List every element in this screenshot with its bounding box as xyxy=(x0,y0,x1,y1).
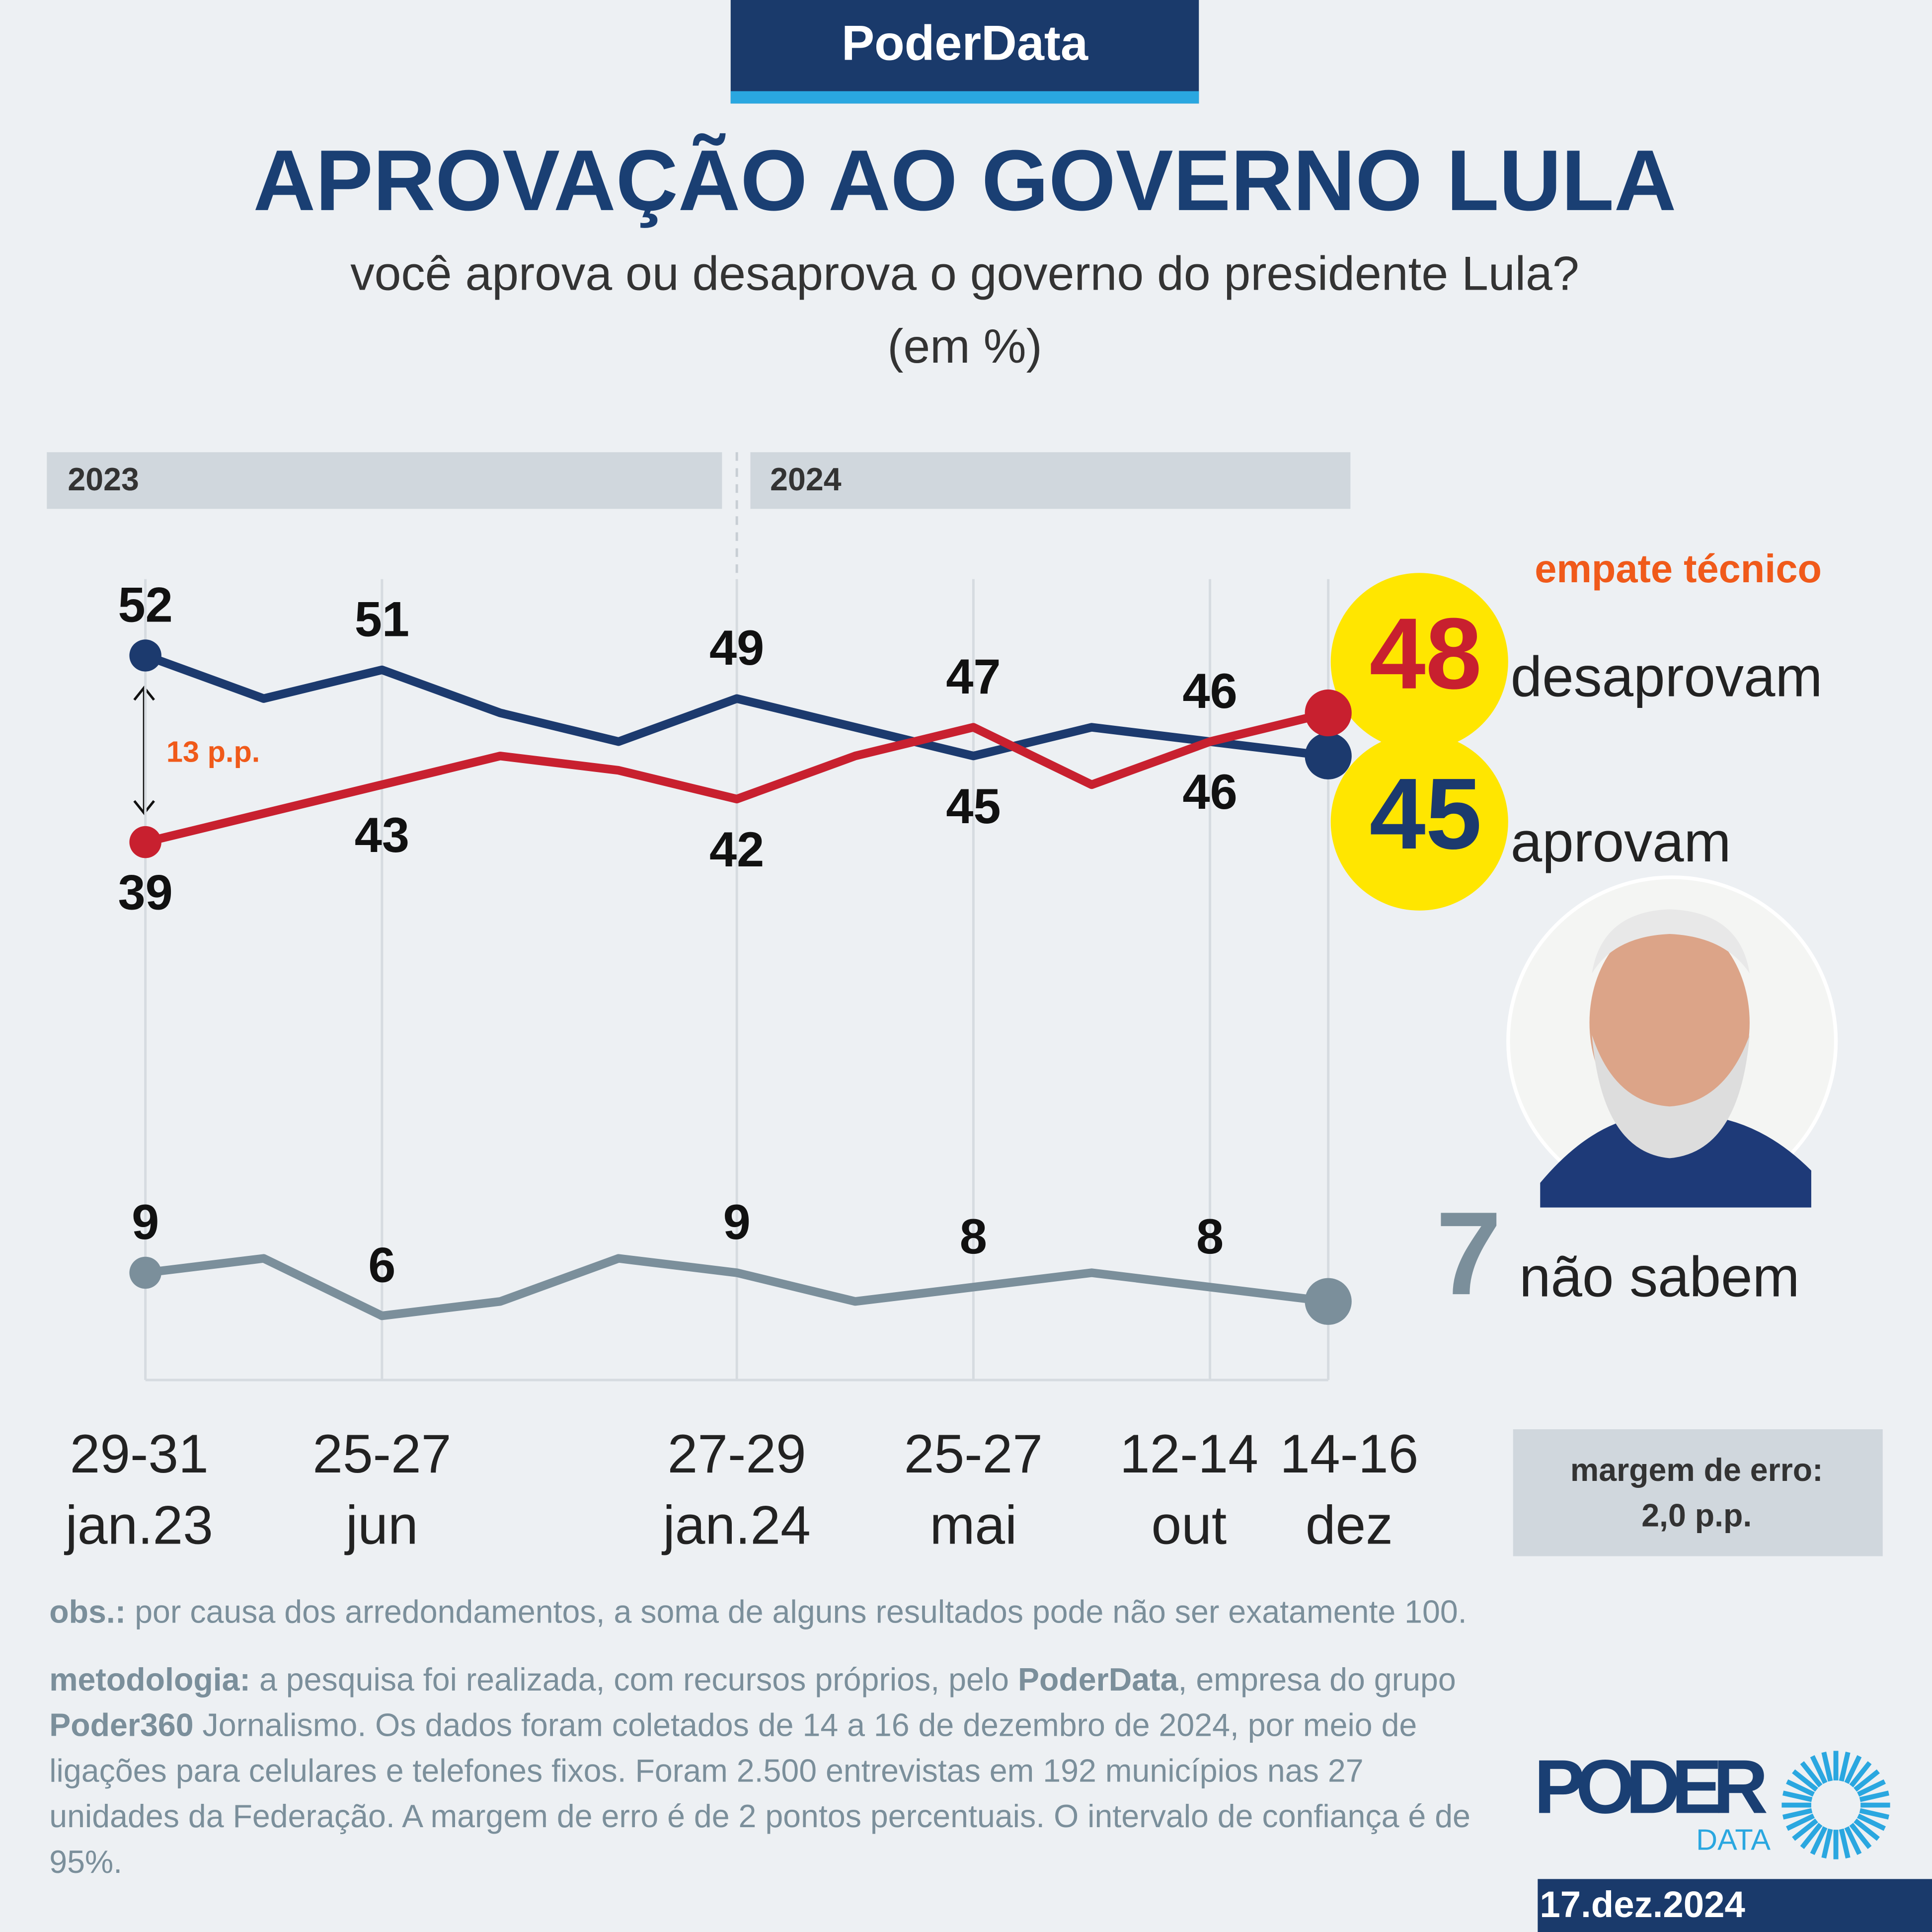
method-run: PoderData xyxy=(1017,1661,1178,1698)
date-box xyxy=(1538,1879,1932,1932)
point xyxy=(129,639,161,672)
photo-suit xyxy=(1540,1114,1811,1208)
margin-box xyxy=(1513,1429,1883,1556)
data-label: 8 xyxy=(1196,1209,1224,1264)
period-label: 2023 xyxy=(68,462,139,497)
obs-text: por causa dos arredondamentos, a soma de… xyxy=(135,1593,1467,1630)
logo-ray xyxy=(1844,1826,1862,1855)
logo-ray xyxy=(1857,1779,1886,1797)
series-line xyxy=(144,708,1329,847)
point xyxy=(1305,732,1352,779)
logo-ray xyxy=(1821,1828,1833,1859)
margin-label: margem de erro: xyxy=(1570,1452,1823,1488)
point xyxy=(1305,1278,1352,1325)
logo-ray xyxy=(1849,1761,1872,1787)
logo-ray xyxy=(1782,1808,1813,1820)
x-tick-label: 25-27 jun xyxy=(312,1424,452,1556)
data-label: 46 xyxy=(1182,765,1237,820)
x-tick-label: 27-29 jan.24 xyxy=(663,1424,811,1556)
point xyxy=(1305,689,1352,737)
x-tick-label: 25-27 mai xyxy=(904,1424,1043,1556)
logo-ray xyxy=(1844,1755,1862,1784)
date: 17.dez.2024 xyxy=(1540,1884,1745,1925)
data-label: 39 xyxy=(118,865,173,920)
photo-face xyxy=(1589,918,1750,1128)
photo-hair xyxy=(1592,909,1750,974)
brand-stripe xyxy=(730,91,1199,104)
logo-ray xyxy=(1800,1761,1823,1787)
period-band xyxy=(47,452,722,509)
logo-ray xyxy=(1854,1818,1880,1841)
data-label: 9 xyxy=(723,1195,751,1250)
period-band xyxy=(750,452,1351,509)
x-tick-label: 14-16 dez xyxy=(1280,1424,1419,1556)
method-run: , empresa do grupo xyxy=(1178,1661,1456,1698)
logo-ray xyxy=(1792,1769,1818,1792)
point xyxy=(129,826,161,858)
end-value: 7 xyxy=(1436,1187,1501,1319)
photo-beard xyxy=(1592,1035,1750,1159)
logo-ray xyxy=(1786,1813,1815,1831)
tie-annotation: empate técnico xyxy=(1535,546,1822,591)
logo-ray xyxy=(1782,1790,1813,1802)
point xyxy=(129,1256,161,1289)
logo-ray xyxy=(1857,1813,1886,1831)
photo xyxy=(1506,875,1838,1208)
brand: PoderData xyxy=(842,15,1088,71)
logo-ray xyxy=(1810,1755,1828,1784)
data-label: 42 xyxy=(709,822,764,877)
data-label: 47 xyxy=(946,649,1001,704)
obs-note: obs.: por causa dos arredondamentos, a s… xyxy=(49,1589,1897,1635)
logo-ray xyxy=(1849,1823,1872,1849)
obs-label: obs.: xyxy=(49,1593,126,1630)
logo-word: PODER xyxy=(1534,1744,1768,1829)
data-label: 6 xyxy=(368,1238,395,1293)
end-value: 45 xyxy=(1370,758,1482,870)
gap-annotation: 13 p.p. xyxy=(166,735,260,769)
series-line xyxy=(145,1254,1329,1320)
method-run: Poder360 xyxy=(49,1706,194,1744)
margin-value: 2,0 p.p. xyxy=(1641,1498,1752,1534)
method-label: metodologia: xyxy=(49,1661,251,1698)
data-label: 46 xyxy=(1182,664,1237,719)
logo-ray xyxy=(1854,1769,1880,1792)
logo-ray xyxy=(1839,1752,1851,1782)
grid xyxy=(144,579,1330,1382)
methodology-note: metodologia: a pesquisa foi realizada, c… xyxy=(49,1657,1484,1885)
data-label: 49 xyxy=(709,620,764,676)
data-label: 51 xyxy=(355,592,409,647)
end-value: 48 xyxy=(1370,598,1482,710)
chart-title: APROVAÇÃO AO GOVERNO LULA xyxy=(253,132,1677,229)
chart-subtitle: você aprova ou desaprova o governo do pr… xyxy=(350,247,1579,301)
logo-ray xyxy=(1786,1779,1815,1797)
data-label: 8 xyxy=(960,1209,987,1264)
series-line xyxy=(144,651,1329,761)
x-tick-label: 29-31 jan.23 xyxy=(65,1424,213,1556)
unit-note: (em %) xyxy=(887,319,1042,373)
logo-ray xyxy=(1821,1752,1833,1782)
data-label: 9 xyxy=(132,1195,159,1250)
method-run: Jornalismo. Os dados foram coletados de … xyxy=(49,1706,1470,1880)
logo-ray xyxy=(1800,1823,1823,1849)
legend-label: não sabem xyxy=(1519,1246,1799,1309)
period-label: 2024 xyxy=(770,462,842,497)
x-tick-label: 12-14 out xyxy=(1119,1424,1258,1556)
logo-ray xyxy=(1792,1818,1818,1841)
method-run: a pesquisa foi realizada, com recursos p… xyxy=(259,1661,1009,1698)
highlight-bubble xyxy=(1330,573,1508,751)
data-label: 43 xyxy=(355,808,409,863)
logo-sub: DATA xyxy=(1696,1823,1771,1856)
data-label: 52 xyxy=(118,577,173,632)
logo-ray xyxy=(1859,1808,1890,1820)
highlight-bubble xyxy=(1330,733,1508,911)
data-label: 45 xyxy=(946,779,1001,834)
logo-ray xyxy=(1859,1790,1890,1802)
logo-ray xyxy=(1839,1828,1851,1859)
logo-ray xyxy=(1810,1826,1828,1855)
legend-label: aprovam xyxy=(1511,811,1731,874)
legend-label: desaprovam xyxy=(1511,646,1823,709)
brand-box xyxy=(730,0,1199,104)
